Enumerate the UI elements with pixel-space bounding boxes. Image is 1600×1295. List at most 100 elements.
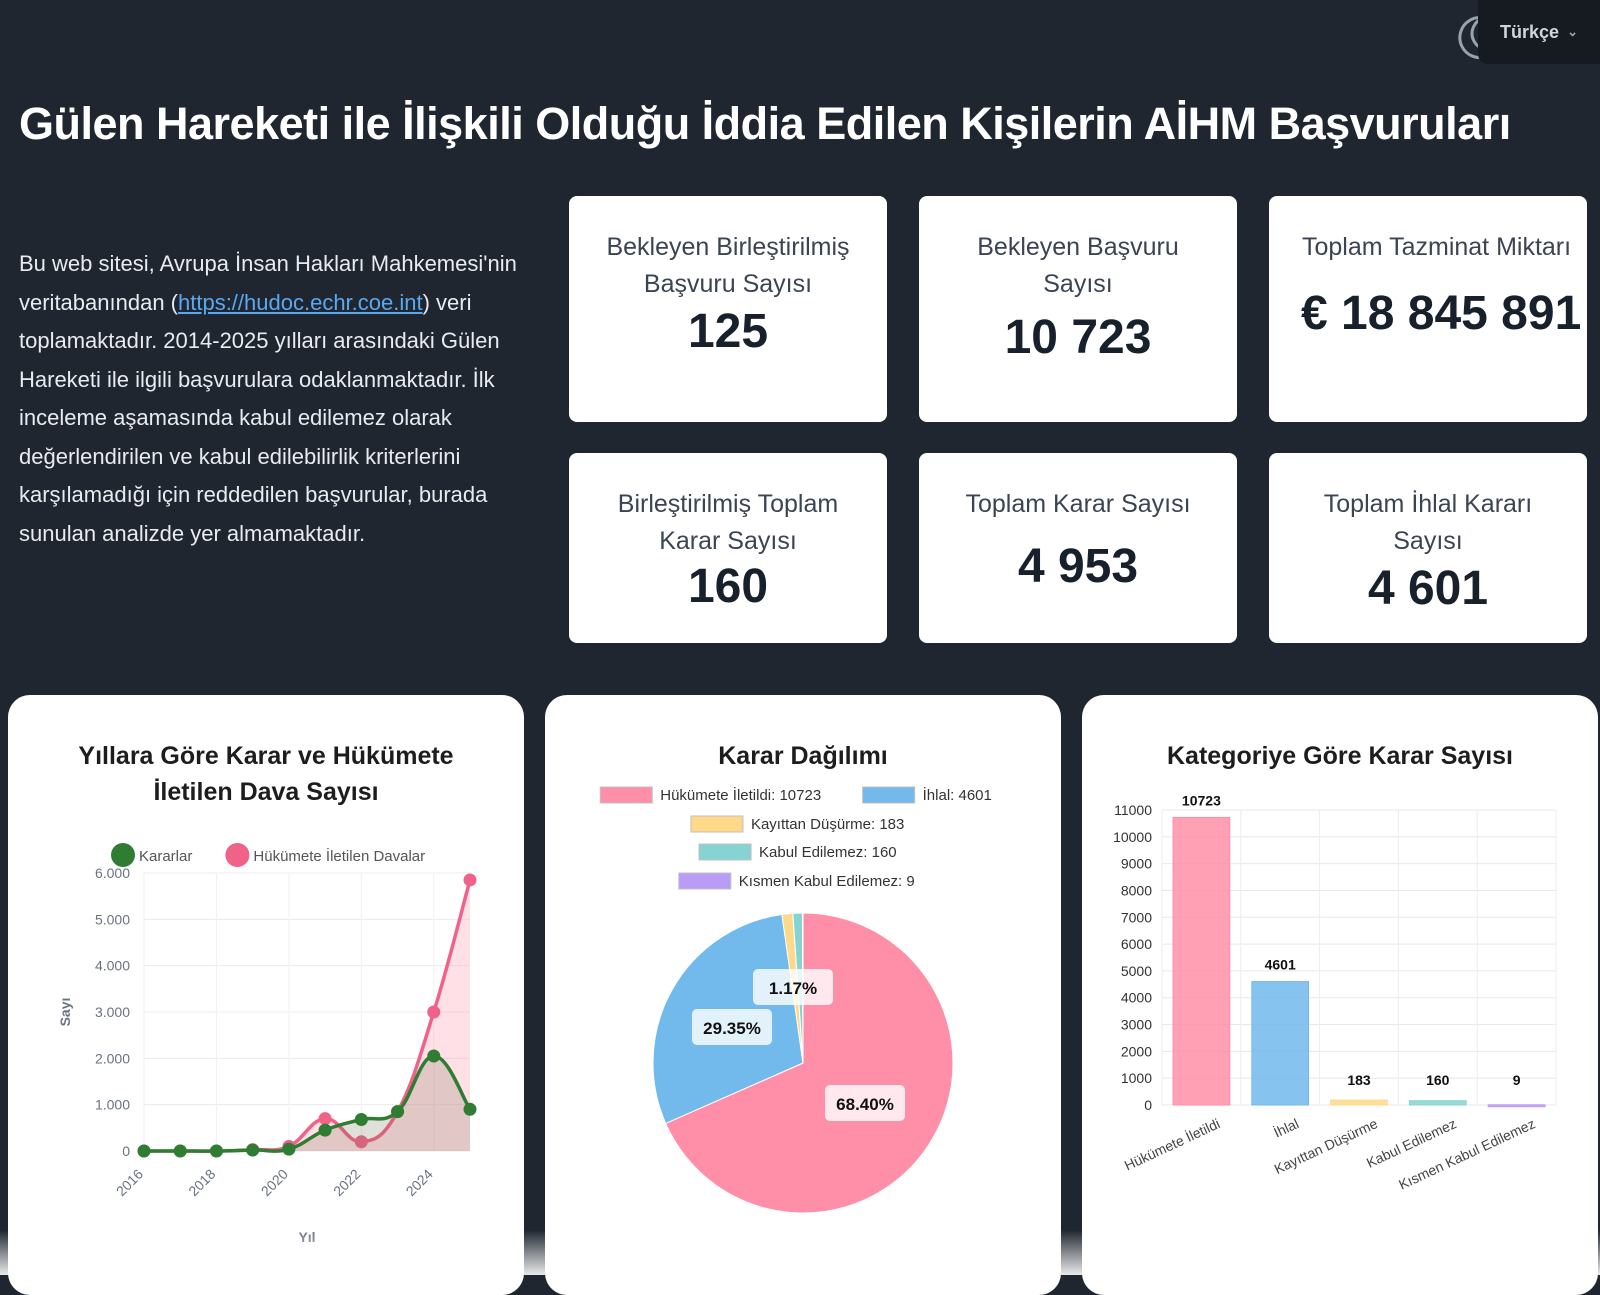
- legend-swatch: [862, 786, 916, 804]
- data-point: [246, 1143, 260, 1157]
- bar: [1251, 981, 1310, 1106]
- stat-card: Toplam Tazminat Miktarı € 18 845 891: [1269, 196, 1587, 422]
- data-point: [391, 1105, 405, 1119]
- legend-label: Kısmen Kabul Edilemez: 9: [739, 873, 915, 890]
- hudoc-link[interactable]: https://hudoc.echr.coe.int: [178, 289, 423, 315]
- chart-title: Yıllara Göre Karar ve Hükümete İletilen …: [78, 742, 454, 806]
- data-point: [209, 1144, 223, 1158]
- y-tick-label: 10000: [1113, 829, 1152, 845]
- data-point: [173, 1144, 187, 1158]
- data-point: [427, 1049, 441, 1063]
- y-tick-label: 3000: [1121, 1017, 1152, 1033]
- bar-value-label: 183: [1347, 1072, 1371, 1088]
- percent-label-bg: [825, 1085, 905, 1121]
- stat-card: Toplam Karar Sayısı 4 953: [919, 453, 1237, 643]
- x-tick-label: 2022: [330, 1166, 363, 1199]
- chart-title: Kategoriye Göre Karar Sayısı: [1167, 742, 1513, 770]
- stat-value: 4 953: [1017, 539, 1139, 593]
- percent-label: 29.35%: [703, 1019, 761, 1038]
- y-tick-label: 0: [1144, 1097, 1152, 1113]
- y-tick-label: 4000: [1121, 990, 1152, 1006]
- data-point: [427, 1005, 441, 1019]
- y-tick-label: 0: [122, 1143, 130, 1159]
- stat-value: 10 723: [1004, 311, 1152, 364]
- data-point: [354, 1112, 368, 1126]
- y-tick-label: 7000: [1121, 909, 1152, 925]
- stat-card: Bekleyen Birleştirilmiş Başvuru Sayısı 1…: [569, 196, 887, 422]
- percent-label-bg: [753, 969, 833, 1005]
- bar: [1172, 816, 1231, 1106]
- y-tick-label: 5000: [1121, 963, 1152, 979]
- language-select[interactable]: Türkçe ⌄: [1478, 0, 1600, 64]
- y-tick-label: 1.000: [95, 1097, 130, 1113]
- chart-title: Karar Dağılımı: [718, 742, 888, 770]
- line-chart-card: Yıllara Göre Karar ve Hükümete İletilen …: [8, 695, 524, 1295]
- y-tick-label: 2.000: [95, 1050, 130, 1066]
- x-tick-label: 2024: [403, 1166, 436, 1199]
- legend-label: Hükümete İletilen Davalar: [253, 847, 425, 865]
- y-tick-label: 6000: [1121, 936, 1152, 952]
- stat-label: Toplam İhlal Kararı Sayısı: [1323, 490, 1533, 555]
- x-tick-label: 2020: [258, 1166, 291, 1199]
- data-point: [318, 1112, 332, 1126]
- data-point: [137, 1144, 151, 1158]
- legend-label: Kayıttan Düşürme: 183: [751, 816, 904, 833]
- data-point: [318, 1123, 332, 1137]
- y-tick-label: 2000: [1121, 1043, 1152, 1059]
- y-tick-label: 8000: [1121, 882, 1152, 898]
- y-axis-label: Sayı: [57, 998, 73, 1027]
- bar: [1408, 1100, 1467, 1106]
- x-tick-label: Kısmen Kabul Edilemez: [1396, 1115, 1537, 1192]
- chevron-down-icon: ⌄: [1567, 24, 1578, 39]
- data-point: [463, 873, 477, 887]
- legend-swatch: [599, 786, 653, 804]
- bar: [1487, 1104, 1546, 1108]
- percent-label: 1.17%: [769, 979, 817, 998]
- y-tick-label: 11000: [1114, 802, 1152, 818]
- y-tick-label: 1000: [1121, 1070, 1152, 1086]
- x-tick-label: İhlal: [1271, 1114, 1301, 1140]
- series-line: [144, 1054, 472, 1153]
- bar-value-label: 10723: [1182, 792, 1221, 808]
- bar-value-label: 4601: [1265, 957, 1296, 973]
- stat-label: Bekleyen Başvuru Sayısı: [977, 233, 1179, 298]
- x-tick-label: 2016: [113, 1166, 146, 1199]
- stat-value: 160: [687, 560, 769, 613]
- y-tick-label: 3.000: [95, 1004, 130, 1020]
- y-tick-label: 6.000: [95, 865, 130, 881]
- top-bar: Türkçe ⌄: [1340, 0, 1600, 64]
- legend-swatch: [678, 872, 732, 890]
- line-chart: 0 1.000 2.000 3.000 4.000 5.000 6.000 2016 2018 2…: [57, 843, 477, 1245]
- x-tick-label: 2018: [185, 1166, 218, 1199]
- legend-label: İhlal: 4601: [923, 786, 992, 804]
- pie-slice: [665, 912, 954, 1214]
- legend-label: Kararlar: [139, 848, 192, 865]
- stat-card: Birleştirilmiş Toplam Karar Sayısı 160: [569, 453, 887, 643]
- y-tick-label: 9000: [1121, 856, 1152, 872]
- data-point: [282, 1142, 296, 1156]
- bar-chart: 0 1000 2000 3000 4000 5000 6000 7000 8000 9000 100…: [1113, 792, 1557, 1193]
- percent-label-bg: [692, 1009, 772, 1045]
- series-area: [144, 879, 470, 1152]
- pie-chart-card: Karar Dağılımı Hükümete İletildi: 10723 İ…: [545, 695, 1061, 1295]
- stat-value: € 18 845 891: [1301, 286, 1582, 340]
- stat-card: Bekleyen Başvuru Sayısı 10 723: [919, 196, 1237, 422]
- stat-label: Toplam Karar Sayısı: [965, 490, 1191, 518]
- percent-label: 68.40%: [836, 1095, 894, 1114]
- data-point: [463, 1102, 477, 1116]
- page-title: Gülen Hareketi ile İlişkili Olduğu İddia…: [19, 98, 1511, 149]
- legend-label: Hükümete İletildi: 10723: [660, 786, 821, 804]
- legend-swatch: [698, 843, 752, 861]
- y-tick-label: 5.000: [95, 911, 130, 927]
- language-label: Türkçe: [1500, 21, 1560, 42]
- legend-swatch: [690, 815, 744, 833]
- stat-label: Bekleyen Birleştirilmiş Başvuru Sayısı: [606, 233, 850, 298]
- legend-marker: [225, 843, 250, 867]
- stat-value: 4 601: [1367, 562, 1489, 615]
- bar-value-label: 9: [1513, 1072, 1521, 1088]
- bar-value-label: 160: [1426, 1072, 1450, 1088]
- stat-label: Birleştirilmiş Toplam Karar Sayısı: [617, 490, 839, 555]
- legend-marker: [111, 843, 135, 867]
- bar-chart-card: Kategoriye Göre Karar Sayısı 0 1000 2000 30…: [1082, 695, 1598, 1295]
- pie-chart: Hükümete İletildi: 10723 İhlal: 4601 Kayıt…: [599, 786, 992, 1214]
